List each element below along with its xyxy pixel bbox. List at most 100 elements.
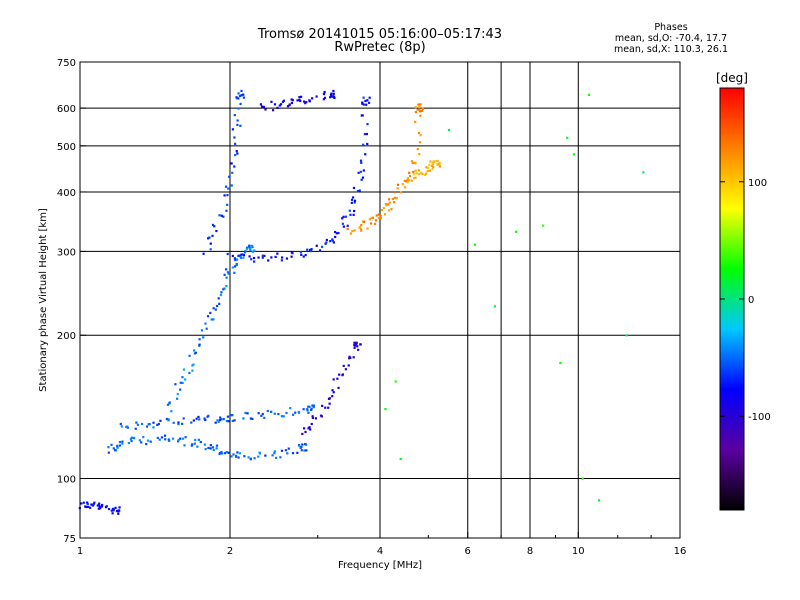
- echo-point: [368, 218, 371, 221]
- echo-point: [235, 263, 238, 267]
- echo-point: [206, 415, 209, 418]
- echo-point: [86, 501, 89, 504]
- echo-point: [234, 154, 237, 157]
- echo-point: [324, 242, 327, 245]
- echo-point: [191, 443, 194, 446]
- echo-point: [361, 102, 364, 105]
- echo-point: [366, 227, 369, 230]
- echo-point: [294, 411, 297, 414]
- echo-point: [238, 94, 241, 98]
- echo-point: [360, 224, 363, 227]
- echo-point: [267, 259, 270, 262]
- echo-point: [117, 512, 120, 515]
- echo-point: [305, 443, 308, 446]
- echo-point: [156, 423, 159, 427]
- echo-point: [359, 170, 362, 173]
- echo-point: [416, 148, 419, 151]
- echo-point: [334, 235, 337, 239]
- echo-point: [425, 172, 428, 175]
- echo-point: [387, 209, 391, 212]
- echo-point: [342, 225, 345, 228]
- echo-point: [107, 446, 110, 449]
- echo-point: [366, 123, 369, 126]
- echo-point: [399, 457, 402, 461]
- echo-point: [332, 241, 335, 244]
- echo-point: [347, 364, 350, 367]
- echo-point: [374, 219, 378, 222]
- x-tick-label: 16: [674, 546, 687, 557]
- echo-point: [418, 152, 421, 156]
- echo-point: [353, 229, 356, 232]
- echo-point: [181, 376, 184, 379]
- echo-point: [377, 216, 380, 220]
- echo-point: [314, 417, 317, 420]
- x-tick-label: 8: [527, 546, 533, 557]
- echo-point: [117, 509, 120, 512]
- y-tick-label: 400: [57, 188, 76, 199]
- echo-point: [359, 159, 363, 162]
- echo-point: [221, 452, 224, 455]
- echo-point: [370, 222, 373, 225]
- echo-point: [209, 242, 212, 245]
- echo-point: [98, 502, 101, 505]
- echo-point: [325, 238, 328, 242]
- echo-point: [251, 250, 255, 253]
- echo-point: [414, 120, 417, 124]
- echo-point: [177, 421, 180, 424]
- echo-point: [332, 378, 335, 381]
- echo-point: [304, 253, 307, 257]
- echo-point: [211, 223, 215, 227]
- echo-point: [234, 258, 237, 262]
- x-tick-label: 2: [227, 546, 233, 557]
- echo-point: [365, 103, 368, 106]
- echo-point: [207, 446, 210, 450]
- echo-point: [231, 266, 234, 269]
- echo-point: [273, 450, 276, 453]
- echo-point: [145, 425, 149, 428]
- echo-point: [80, 502, 83, 505]
- echo-point: [414, 106, 417, 109]
- echo-point: [215, 444, 219, 447]
- echo-point: [237, 92, 240, 95]
- echo-point: [332, 95, 336, 99]
- echo-point: [331, 238, 334, 241]
- echo-point: [390, 208, 393, 211]
- echo-point: [408, 174, 412, 178]
- echo-point: [118, 444, 122, 447]
- echo-point: [190, 444, 193, 447]
- echo-point: [92, 503, 95, 506]
- echo-point: [332, 92, 335, 95]
- echo-point: [280, 415, 284, 418]
- chart-subtitle: RwPretec (8p): [334, 40, 426, 55]
- echo-point: [227, 451, 230, 454]
- echo-point: [209, 444, 212, 447]
- echo-point: [152, 421, 155, 424]
- echo-point: [197, 415, 200, 419]
- x-tick-label: 10: [572, 546, 585, 557]
- echo-point: [363, 220, 366, 223]
- echo-point: [158, 438, 161, 441]
- echo-point: [319, 414, 323, 417]
- echo-point: [431, 167, 434, 171]
- colorbar: [deg] 100 0 -100: [716, 71, 771, 511]
- echo-point: [220, 214, 223, 217]
- echo-point: [393, 190, 396, 194]
- echo-point: [129, 438, 133, 441]
- echo-point: [179, 437, 182, 440]
- echo-point: [421, 107, 425, 110]
- echo-point: [331, 389, 334, 392]
- echo-point: [177, 438, 180, 442]
- echo-point: [231, 171, 234, 174]
- echo-point: [406, 181, 409, 184]
- echo-point: [132, 436, 135, 440]
- echo-point: [311, 416, 315, 420]
- echo-point: [177, 423, 180, 426]
- echo-point: [188, 371, 191, 375]
- echo-point: [338, 373, 341, 376]
- echo-point: [114, 449, 117, 452]
- x-axis-label: Frequency [MHz]: [338, 560, 422, 571]
- echo-point: [348, 355, 351, 358]
- echo-point: [100, 505, 103, 508]
- echo-point: [379, 214, 382, 217]
